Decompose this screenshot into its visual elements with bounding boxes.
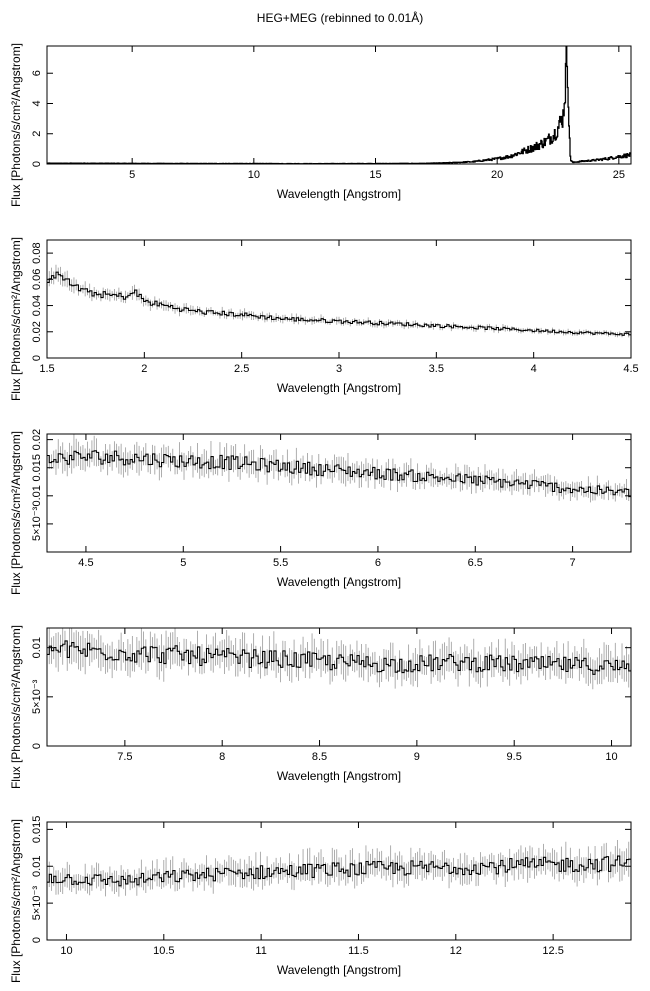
x-tick-label: 12.5 xyxy=(542,945,563,957)
x-tick-label: 4.5 xyxy=(78,557,93,569)
y-tick-label: 5×10⁻³ xyxy=(31,679,43,714)
y-tick-label: 0.02 xyxy=(31,321,43,342)
x-tick-label: 4.5 xyxy=(623,363,638,375)
chart-panel-5: 10 10.5 11 11.5 12 12.5 0 5×10⁻³ 0.01 0.015 Wavele… xyxy=(9,816,632,983)
y-tick-label: 0.01 xyxy=(31,637,43,658)
y-tick-label: 0.01 xyxy=(31,856,43,877)
y-tick-label: 4 xyxy=(31,100,43,106)
chart-panel-3: 4.5 5 5.5 6 6.5 7 5×10⁻³0.01 0.015 0.02 Wavelengt… xyxy=(9,429,632,595)
plot-frame-4 xyxy=(46,627,632,747)
x-tick-label: 9.5 xyxy=(507,751,522,763)
x-tick-label: 7.5 xyxy=(117,751,132,763)
chart-panel-4: 7.5 8 8.5 9 9.5 10 0 5×10⁻³ 0.01 Wavelength [Angs… xyxy=(9,625,632,789)
x-tick-label: 8.5 xyxy=(312,751,327,763)
spectrum-line-5 xyxy=(47,855,631,887)
x-tick-label: 5 xyxy=(129,169,135,181)
y-tick-label: 0 xyxy=(31,937,43,943)
x-tick-label: 20 xyxy=(491,169,503,181)
y-axis-label: Flux [Photons/s/cm²/Angstrom] xyxy=(9,819,23,983)
y-tick-label: 5×10⁻³ xyxy=(31,886,43,921)
plot-frame-1 xyxy=(46,45,632,165)
x-tick-label: 12 xyxy=(450,945,462,957)
x-tick-label: 6 xyxy=(375,557,381,569)
x-tick-label: 4 xyxy=(531,363,537,375)
x-tick-label: 3 xyxy=(336,363,342,375)
y-tick-label: 5×10⁻³ xyxy=(31,506,43,541)
x-tick-label: 11 xyxy=(255,945,266,957)
chart-panel-2: 1.5 2 2.5 3 3.5 4 4.5 0 0.02 0.04 0.06 0.08 Waveleng… xyxy=(9,237,639,401)
plot-frame-2 xyxy=(46,239,632,359)
spectrum-line-4 xyxy=(47,640,631,675)
x-tick-label: 11.5 xyxy=(348,945,369,957)
x-tick-label: 1.5 xyxy=(39,363,54,375)
spectrum-line-2 xyxy=(47,271,631,336)
y-tick-label: 0.01 xyxy=(31,485,43,506)
y-axis-label: Flux [Photons/s/cm²/Angstrom] xyxy=(9,237,23,401)
y-tick-label: 0.015 xyxy=(31,816,43,844)
x-tick-label: 6.5 xyxy=(468,557,483,569)
y-tick-label: 0.08 xyxy=(31,242,43,263)
y-axis-label: Flux [Photons/s/cm²/Angstrom] xyxy=(9,625,23,789)
y-tick-label: 0.04 xyxy=(31,295,43,316)
y-tick-label: 0.06 xyxy=(31,269,43,290)
x-tick-label: 2.5 xyxy=(234,363,249,375)
x-tick-label: 2 xyxy=(141,363,147,375)
x-tick-label: 5.5 xyxy=(273,557,288,569)
x-tick-label: 15 xyxy=(369,169,381,181)
chart-panel-1: 5 10 15 20 25 0 2 4 6 Wavelength [Angstrom] Flux [… xyxy=(9,43,632,207)
y-axis-label: Flux [Photons/s/cm²/Angstrom] xyxy=(9,431,23,595)
x-axis-label: Wavelength [Angstrom] xyxy=(277,381,401,395)
y-tick-label: 0 xyxy=(31,743,43,749)
x-tick-label: 9 xyxy=(414,751,420,763)
y-axis-label: Flux [Photons/s/cm²/Angstrom] xyxy=(9,43,23,207)
plot-frame-5 xyxy=(46,821,632,941)
y-tick-label: 2 xyxy=(31,131,43,137)
y-tick-label: 6 xyxy=(31,70,43,76)
x-axis-label: Wavelength [Angstrom] xyxy=(277,575,401,589)
x-axis-label: Wavelength [Angstrom] xyxy=(277,187,401,201)
x-tick-label: 10 xyxy=(605,751,617,763)
x-tick-label: 10 xyxy=(248,169,260,181)
x-tick-label: 3.5 xyxy=(429,363,444,375)
x-tick-label: 10 xyxy=(60,945,72,957)
plot-frame-3 xyxy=(46,433,632,553)
x-tick-label: 10.5 xyxy=(153,945,174,957)
x-tick-label: 25 xyxy=(613,169,625,181)
x-tick-label: 8 xyxy=(219,751,225,763)
error-bars-2 xyxy=(47,264,631,338)
figure-title: HEG+MEG (rebinned to 0.01Å) xyxy=(257,10,423,25)
y-tick-label: 0 xyxy=(31,355,43,361)
spectrum-line-3 xyxy=(47,450,631,498)
x-tick-label: 5 xyxy=(180,557,186,569)
x-axis-label: Wavelength [Angstrom] xyxy=(277,963,401,977)
y-tick-label: 0.02 xyxy=(31,429,43,450)
x-tick-label: 7 xyxy=(570,557,576,569)
y-tick-label: 0 xyxy=(31,161,43,167)
x-axis-label: Wavelength [Angstrom] xyxy=(277,769,401,783)
spectrum-line-1 xyxy=(47,46,631,164)
y-tick-label: 0.015 xyxy=(31,454,43,482)
